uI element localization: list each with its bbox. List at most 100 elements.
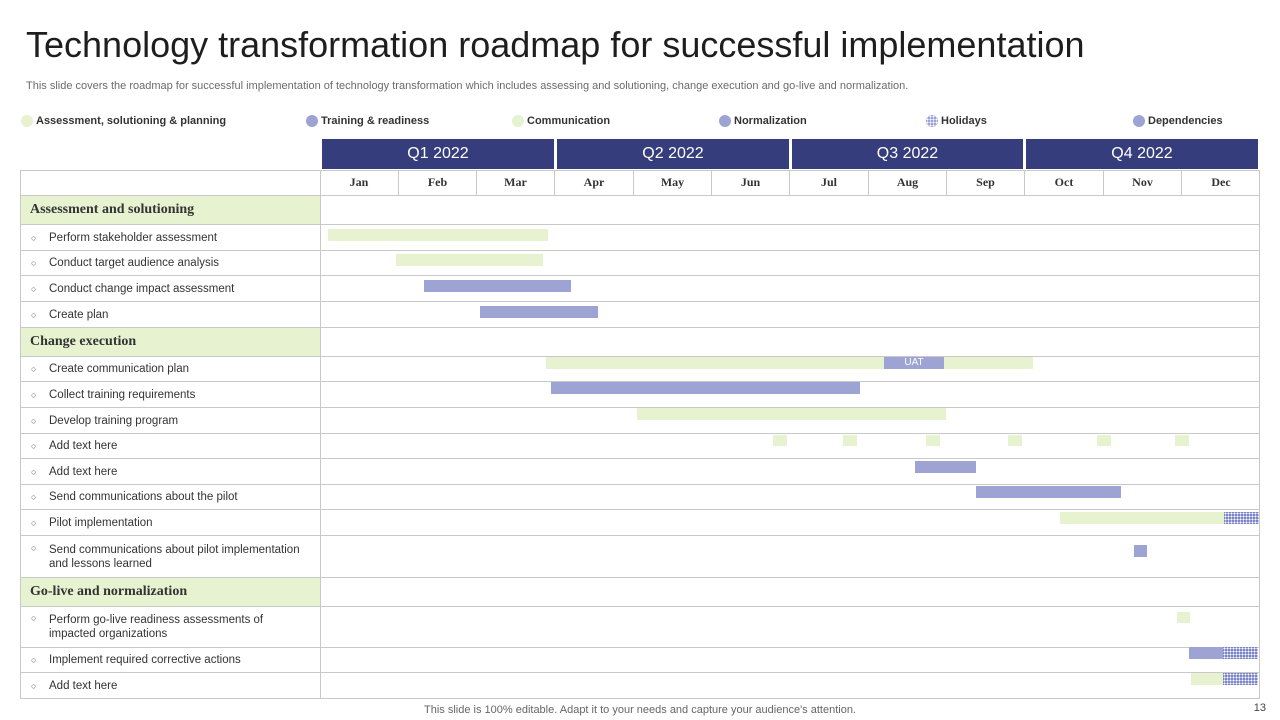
gantt-bar-corrective-actions bbox=[1189, 647, 1224, 659]
task-label: Develop training program bbox=[49, 414, 179, 427]
legend-label: Training & readiness bbox=[321, 115, 430, 127]
legend-item-holidays: Holidays bbox=[926, 114, 987, 128]
row-divider bbox=[20, 577, 1260, 578]
legend-item-communication: Communication bbox=[512, 114, 610, 128]
section-assessment-and-solutioning: Assessment and solutioning bbox=[21, 196, 320, 224]
legend-item-dependencies: Dependencies bbox=[1133, 114, 1223, 128]
gantt-bar-communication-plan bbox=[546, 357, 1033, 369]
task-label: Add text here bbox=[49, 440, 118, 452]
row-divider bbox=[20, 356, 1260, 357]
task-label: Pilot implementation bbox=[49, 516, 153, 529]
month-header-oct: Oct bbox=[1025, 170, 1104, 195]
row-divider bbox=[20, 535, 1260, 536]
quarter-header-q1: Q1 2022 bbox=[322, 139, 554, 169]
task-label: Perform go-live readiness assessments of… bbox=[49, 614, 264, 640]
task-row: ○ Conduct target audience analysis bbox=[21, 251, 320, 275]
row-divider bbox=[20, 484, 1260, 485]
bullet-icon: ○ bbox=[31, 441, 37, 451]
bullet-icon: ○ bbox=[31, 492, 37, 502]
row-divider bbox=[20, 275, 1260, 276]
gantt-bar-holidays bbox=[1223, 673, 1258, 685]
quarter-header-q3: Q3 2022 bbox=[792, 139, 1023, 169]
month-header-jul: Jul bbox=[790, 170, 869, 195]
gantt-bar-holidays bbox=[1223, 647, 1258, 659]
bullet-icon: ○ bbox=[31, 283, 37, 294]
month-header-dec: Dec bbox=[1211, 175, 1231, 189]
row-divider bbox=[20, 381, 1260, 382]
row-divider bbox=[20, 250, 1260, 251]
task-row: ○ Perform go-live readiness assessments o… bbox=[21, 607, 320, 647]
gantt-milestone bbox=[843, 435, 857, 446]
row-divider bbox=[20, 647, 1260, 648]
gantt-bar-create-plan bbox=[480, 306, 598, 318]
month-header-apr: Apr bbox=[555, 170, 634, 195]
bullet-icon: ○ bbox=[31, 466, 37, 477]
legend-item-normalization: Normalization bbox=[719, 114, 807, 128]
page-number: 13 bbox=[1253, 702, 1266, 714]
bullet-icon: ○ bbox=[31, 258, 37, 268]
month-header-mar: Mar bbox=[477, 170, 555, 195]
row-divider bbox=[20, 327, 1260, 328]
month-header-sep: Sep bbox=[947, 170, 1025, 195]
legend-label: Holidays bbox=[941, 115, 987, 127]
legend-label: Normalization bbox=[734, 115, 807, 127]
task-row: ○ Create plan bbox=[21, 302, 320, 327]
task-label: Perform stakeholder assessment bbox=[49, 231, 218, 244]
legend-label: Communication bbox=[527, 115, 611, 127]
month-header-aug: Aug bbox=[869, 170, 947, 195]
task-label: Send communications about pilot implemen… bbox=[49, 544, 300, 570]
bullet-icon: ○ bbox=[31, 655, 37, 665]
task-row: ○ Send communications about pilot impleme… bbox=[21, 536, 320, 577]
task-label: Conduct change impact assessment bbox=[49, 282, 235, 295]
gantt-milestone bbox=[926, 435, 940, 446]
section-change-execution: Change execution bbox=[21, 328, 320, 356]
legend-label: Assessment, solutioning & planning bbox=[36, 115, 227, 127]
row-divider bbox=[20, 458, 1260, 459]
task-row: ○ Create communication plan bbox=[21, 357, 320, 381]
section-go-live-and-normalization: Go-live and normalization bbox=[21, 578, 320, 606]
row-divider bbox=[20, 433, 1260, 434]
row-divider bbox=[20, 606, 1260, 607]
task-row: ○ Add text here bbox=[21, 459, 320, 484]
bullet-icon: ○ bbox=[31, 680, 37, 691]
task-label: Send communications about the pilot bbox=[49, 491, 238, 503]
task-label: Create communication plan bbox=[49, 363, 189, 375]
bullet-icon: ○ bbox=[31, 309, 37, 320]
gantt-bar-pilot-implementation bbox=[1060, 512, 1224, 524]
bullet-icon: ○ bbox=[31, 232, 37, 243]
quarter-header-q2: Q2 2022 bbox=[557, 139, 789, 169]
gantt-bar-training-requirements bbox=[551, 382, 860, 394]
bullet-icon: ○ bbox=[31, 415, 37, 426]
task-label: Collect training requirements bbox=[49, 388, 196, 401]
task-label: Add text here bbox=[49, 465, 118, 478]
gantt-milestone bbox=[1008, 435, 1022, 446]
legend-swatch-green bbox=[21, 115, 33, 127]
gantt-milestone bbox=[1175, 435, 1189, 446]
bullet-icon: ○ bbox=[31, 364, 37, 374]
uat-label: UAT bbox=[904, 357, 924, 368]
task-row: ○ Conduct change impact assessment bbox=[21, 276, 320, 301]
legend-swatch-hatch bbox=[926, 115, 938, 127]
task-label: Create plan bbox=[49, 308, 109, 321]
page-subtitle: This slide covers the roadmap for succes… bbox=[26, 80, 909, 92]
task-row: ○ Send communications about the pilot bbox=[21, 485, 320, 509]
gantt-bar-add-text bbox=[1191, 673, 1223, 685]
row-divider bbox=[20, 195, 1260, 196]
task-label: Conduct target audience analysis bbox=[49, 257, 220, 269]
task-row: ○ Implement required corrective actions bbox=[21, 648, 320, 672]
task-label: Add text here bbox=[49, 679, 118, 692]
legend-item-training: Training & readiness bbox=[306, 114, 429, 128]
task-row: ○ Add text here bbox=[21, 434, 320, 458]
legend-swatch-blue bbox=[306, 115, 318, 127]
month-header-may: May bbox=[634, 170, 712, 195]
task-label: Implement required corrective actions bbox=[49, 654, 241, 666]
gantt-milestone bbox=[773, 435, 787, 446]
gantt-bar-change-impact-assessment bbox=[424, 280, 571, 292]
legend-item-assessment: Assessment, solutioning & planning bbox=[21, 114, 226, 128]
gantt-milestone-readiness bbox=[1177, 612, 1190, 623]
bullet-icon: ○ bbox=[31, 389, 37, 400]
task-row: ○ Pilot implementation bbox=[21, 510, 320, 535]
bullet-icon: ○ bbox=[31, 543, 37, 553]
gantt-bar-pilot-communications bbox=[976, 486, 1121, 498]
gantt-bar-training-program bbox=[637, 408, 946, 420]
